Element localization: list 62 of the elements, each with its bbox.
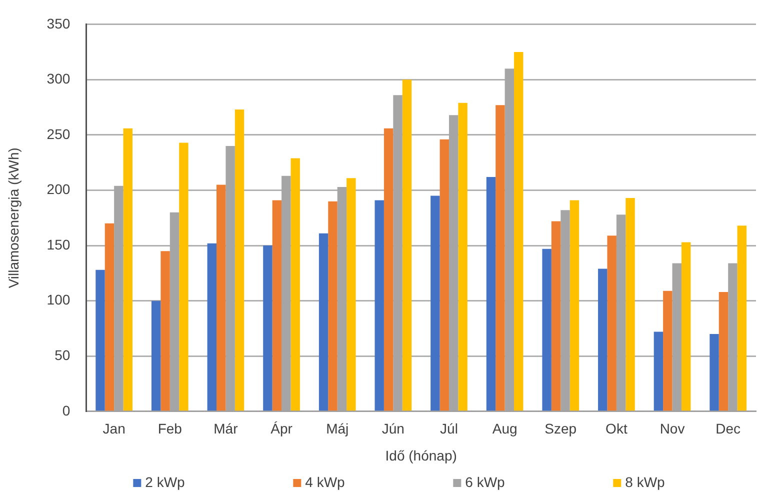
bar	[123, 128, 132, 411]
x-tick-label: Nov	[660, 420, 685, 437]
x-tick-label: Szep	[544, 420, 577, 437]
x-tick-label: Okt	[606, 420, 628, 437]
y-tick-label: 200	[46, 181, 70, 198]
x-tick-label: Dec	[716, 420, 741, 437]
bar	[542, 248, 552, 411]
bar	[458, 102, 468, 411]
bar	[263, 246, 272, 411]
y-tick-label: 50	[54, 346, 70, 363]
bar	[710, 334, 719, 411]
legend-label: 8 kWp	[625, 474, 666, 490]
bar	[328, 201, 338, 411]
bar	[514, 52, 524, 411]
legend-label: 2 kWp	[145, 474, 186, 490]
bar	[663, 290, 672, 411]
x-tick-label: Jún	[382, 420, 404, 437]
bar	[96, 270, 105, 411]
y-tick-label: 250	[46, 126, 70, 142]
bar	[598, 268, 608, 411]
y-tick-label: 350	[46, 15, 70, 32]
bar	[104, 223, 114, 411]
x-tick-label: Feb	[158, 420, 182, 437]
bar	[607, 236, 616, 411]
bar	[151, 300, 161, 411]
bar	[654, 332, 664, 411]
bar	[737, 226, 747, 411]
bar	[179, 142, 188, 411]
y-tick-label: 150	[46, 236, 70, 252]
bar	[290, 158, 300, 411]
bar	[626, 198, 635, 411]
y-tick-label: 300	[46, 70, 70, 87]
bar	[272, 200, 282, 411]
x-tick-label: Aug	[492, 420, 518, 437]
x-axis-title: Idő (hónap)	[385, 447, 457, 464]
bar	[718, 292, 728, 411]
x-tick-label: Ápr	[270, 420, 293, 437]
bar	[346, 178, 356, 411]
bar	[207, 243, 216, 411]
x-tick-label: Már	[214, 420, 238, 437]
bar	[496, 105, 505, 411]
x-tick-label: Júl	[440, 420, 458, 437]
legend-label: 6 kWp	[465, 474, 506, 490]
bar	[402, 80, 412, 411]
bar	[374, 200, 384, 411]
bar	[681, 242, 691, 411]
y-tick-label: 0	[62, 402, 70, 418]
bar	[440, 139, 449, 411]
legend-label: 4 kWp	[305, 474, 346, 490]
bar	[570, 200, 580, 411]
bar	[486, 176, 496, 411]
bar	[430, 196, 440, 411]
bar	[234, 110, 244, 411]
bar	[384, 128, 394, 411]
bar	[160, 251, 170, 411]
bar	[318, 233, 328, 411]
x-tick-label: Máj	[326, 420, 349, 437]
bar	[216, 184, 226, 411]
y-tick-label: 100	[46, 292, 70, 308]
x-tick-label: Jan	[102, 420, 126, 437]
y-axis-title: Villamosenergia (kWh)	[5, 148, 22, 288]
bar	[551, 221, 561, 411]
